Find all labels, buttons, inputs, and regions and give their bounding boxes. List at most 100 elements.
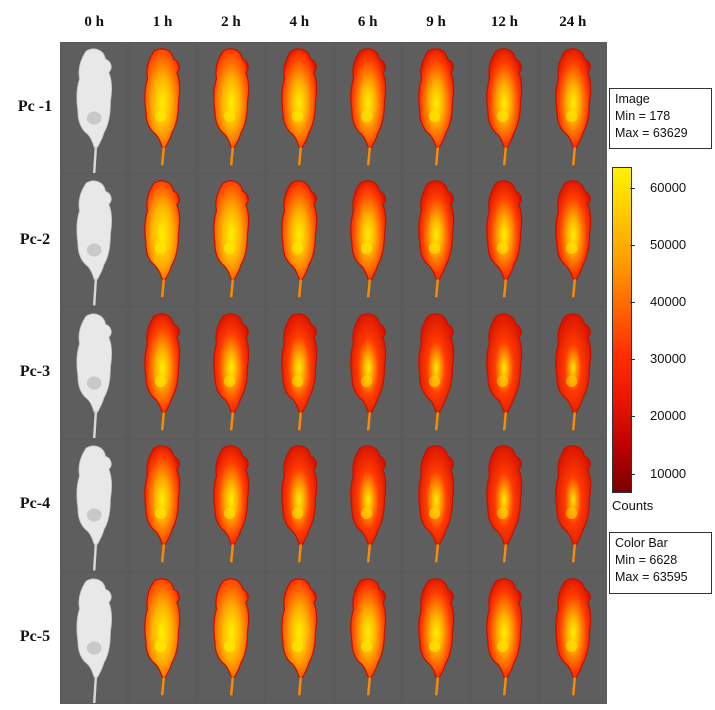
color-bar-tick-mark-4: [630, 416, 635, 418]
mouse-image: [471, 43, 538, 174]
image-cell-0-3: [266, 43, 332, 174]
mouse-image: [266, 572, 332, 703]
row-label-3: Pc-4: [19, 495, 51, 513]
image-cell-1-5: [403, 175, 469, 306]
mouse-image: [61, 572, 127, 703]
column-header-3: 4 h: [289, 14, 310, 30]
color-bar-info-min: Min = 6628: [615, 553, 678, 567]
color-bar-tick-mark-3: [630, 359, 635, 361]
color-bar-tick-mark-2: [630, 302, 635, 304]
image-cell-1-0: [61, 175, 127, 306]
column-header-2: 2 h: [221, 14, 241, 30]
color-bar-tick-mark-1: [630, 244, 635, 246]
color-bar-tick-label-1: 50000: [650, 236, 687, 252]
color-bar-unit-label: Counts: [612, 498, 654, 513]
color-bar-tick-label-5: 10000: [650, 465, 687, 481]
column-header-5: 9 h: [426, 14, 446, 30]
image-cell-2-1: [129, 307, 196, 439]
color-bar-tick-label-2: 40000: [650, 294, 687, 310]
mouse-image: [403, 43, 469, 174]
color-bar-legend: 60000 50000 40000 30000 20000 10000 Counts: [612, 167, 712, 527]
image-grid: [60, 42, 607, 704]
image-cell-0-2: [198, 43, 264, 174]
image-info-box: Image Min = 178 Max = 63629: [609, 88, 712, 149]
image-cell-3-4: [335, 440, 401, 571]
color-bar-info-max: Max = 63595: [615, 570, 688, 584]
image-cell-1-1: [129, 175, 196, 306]
color-bar-tick-label-0: 60000: [650, 179, 687, 195]
mouse-image: [471, 307, 538, 439]
image-info-title: Image: [615, 92, 650, 106]
image-cell-4-5: [403, 572, 469, 703]
image-cell-4-3: [266, 572, 332, 703]
mouse-image: [540, 175, 606, 306]
mouse-image: [61, 175, 127, 306]
color-bar-info-title: Color Bar: [615, 536, 668, 550]
mouse-image: [335, 572, 401, 703]
image-cell-4-4: [335, 572, 401, 703]
row-label-4: Pc-5: [19, 627, 51, 645]
mouse-image: [198, 440, 264, 571]
column-header-6: 12 h: [490, 14, 518, 30]
image-cell-0-4: [335, 43, 401, 174]
mouse-image: [129, 175, 196, 306]
mouse-image: [471, 175, 538, 306]
mouse-image: [129, 43, 196, 174]
mouse-image: [129, 572, 196, 703]
mouse-image: [198, 307, 264, 439]
image-cell-3-6: [471, 440, 538, 571]
color-bar-info-box: Color Bar Min = 6628 Max = 63595: [609, 532, 712, 594]
image-cell-4-1: [129, 572, 196, 703]
mouse-image: [61, 307, 127, 439]
image-cell-0-0: [61, 43, 127, 174]
image-cell-3-3: [266, 440, 332, 571]
mouse-image: [335, 175, 401, 306]
image-cell-2-0: [61, 307, 127, 439]
image-cell-1-3: [266, 175, 332, 306]
mouse-image: [335, 440, 401, 571]
mouse-image: [198, 175, 264, 306]
color-bar-tick-label-4: 20000: [650, 408, 687, 424]
image-cell-0-5: [403, 43, 469, 174]
column-header-7: 24 h: [559, 14, 587, 30]
mouse-image: [471, 572, 538, 703]
image-cell-0-1: [129, 43, 196, 174]
column-header-4: 6 h: [357, 14, 378, 30]
color-bar-tick-mark-5: [630, 473, 635, 475]
row-label-2: Pc-3: [19, 363, 51, 380]
image-cell-0-7: [540, 43, 606, 174]
mouse-image: [266, 175, 332, 306]
image-info-min: Min = 178: [615, 109, 671, 123]
image-cell-2-7: [540, 307, 606, 439]
image-cell-4-0: [61, 572, 127, 703]
mouse-image: [266, 440, 332, 571]
image-cell-3-5: [403, 440, 469, 571]
mouse-image: [540, 307, 606, 439]
image-cell-3-1: [129, 440, 196, 571]
mouse-image: [335, 307, 401, 439]
image-cell-2-5: [403, 307, 469, 439]
image-cell-4-6: [471, 572, 538, 703]
mouse-image: [129, 307, 196, 439]
image-cell-0-6: [471, 43, 538, 174]
mouse-image: [403, 440, 469, 571]
mouse-image: [266, 43, 332, 174]
image-cell-1-7: [540, 175, 606, 306]
image-cell-2-2: [198, 307, 264, 439]
image-cell-1-2: [198, 175, 264, 306]
mouse-image: [61, 440, 127, 571]
image-info-max: Max = 63629: [615, 126, 688, 140]
image-cell-3-7: [540, 440, 606, 571]
color-bar: [612, 167, 632, 493]
column-header-1: 1 h: [152, 14, 173, 30]
image-cell-1-4: [335, 175, 401, 306]
mouse-image: [471, 440, 538, 571]
mouse-image: [403, 307, 469, 439]
row-label-1: Pc-2: [19, 230, 51, 248]
mouse-image: [266, 307, 332, 439]
mouse-image: [61, 43, 127, 174]
image-cell-3-2: [198, 440, 264, 571]
mouse-image: [198, 572, 264, 703]
mouse-image: [198, 43, 264, 174]
mouse-image: [540, 572, 606, 703]
